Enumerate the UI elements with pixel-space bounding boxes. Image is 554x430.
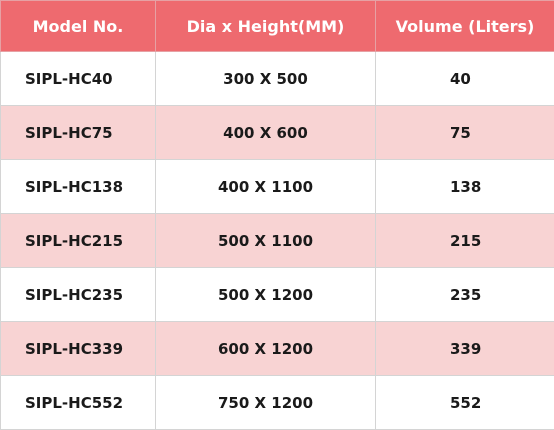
cell-dimensions: 750 X 1200 [156, 376, 376, 430]
table-row: SIPL-HC75 400 X 600 75 [1, 106, 554, 160]
cell-model: SIPL-HC235 [1, 268, 156, 322]
header-model-no: Model No. [1, 1, 156, 52]
cell-model: SIPL-HC339 [1, 322, 156, 376]
cell-volume: 552 [376, 376, 554, 430]
cell-model: SIPL-HC552 [1, 376, 156, 430]
cell-dimensions: 500 X 1200 [156, 268, 376, 322]
table-row: SIPL-HC339 600 X 1200 339 [1, 322, 554, 376]
cell-dimensions: 400 X 1100 [156, 160, 376, 214]
cell-volume: 40 [376, 52, 554, 106]
cell-model: SIPL-HC75 [1, 106, 156, 160]
table-body: SIPL-HC40 300 X 500 40 SIPL-HC75 400 X 6… [1, 52, 554, 430]
cell-volume: 339 [376, 322, 554, 376]
header-dia-height: Dia x Height(MM) [156, 1, 376, 52]
cell-dimensions: 300 X 500 [156, 52, 376, 106]
cell-dimensions: 600 X 1200 [156, 322, 376, 376]
header-row: Model No. Dia x Height(MM) Volume (Liter… [1, 1, 554, 52]
cell-model: SIPL-HC215 [1, 214, 156, 268]
table-header: Model No. Dia x Height(MM) Volume (Liter… [1, 1, 554, 52]
cell-volume: 235 [376, 268, 554, 322]
header-volume: Volume (Liters) [376, 1, 554, 52]
cell-volume: 138 [376, 160, 554, 214]
table-row: SIPL-HC235 500 X 1200 235 [1, 268, 554, 322]
cell-dimensions: 400 X 600 [156, 106, 376, 160]
cell-volume: 75 [376, 106, 554, 160]
table-row: SIPL-HC40 300 X 500 40 [1, 52, 554, 106]
cell-dimensions: 500 X 1100 [156, 214, 376, 268]
table-row: SIPL-HC552 750 X 1200 552 [1, 376, 554, 430]
cell-model: SIPL-HC138 [1, 160, 156, 214]
table-row: SIPL-HC138 400 X 1100 138 [1, 160, 554, 214]
cell-model: SIPL-HC40 [1, 52, 156, 106]
table-row: SIPL-HC215 500 X 1100 215 [1, 214, 554, 268]
cell-volume: 215 [376, 214, 554, 268]
